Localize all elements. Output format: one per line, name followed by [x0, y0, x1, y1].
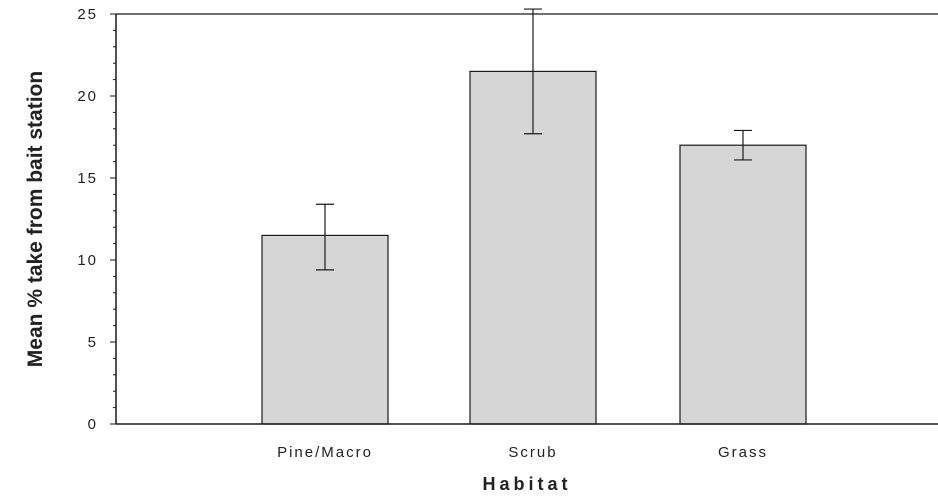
- x-tick-label: Grass: [718, 444, 768, 461]
- x-axis-title: Habitat: [482, 474, 571, 494]
- y-tick-label: 15: [77, 170, 98, 187]
- plot-area: 0 5 10 15 20 25 Pine/Macro Scrub Grass: [77, 6, 938, 461]
- x-tick-label: Pine/Macro: [277, 444, 373, 461]
- bars: [261, 70, 807, 425]
- y-tick-label: 0: [88, 416, 98, 433]
- y-axis-ticks: 0 5 10 15 20 25: [77, 6, 116, 433]
- y-tick-label: 25: [77, 6, 98, 23]
- x-tick-label: Scrub: [508, 444, 557, 461]
- y-axis-title: Mean % take from bait station: [24, 71, 47, 367]
- x-axis-ticks: Pine/Macro Scrub Grass: [277, 444, 768, 461]
- y-tick-label: 20: [77, 88, 98, 105]
- y-tick-label: 5: [88, 334, 98, 351]
- error-bars: [316, 8, 752, 271]
- bar-grass: [679, 144, 807, 425]
- y-tick-label: 10: [77, 252, 98, 269]
